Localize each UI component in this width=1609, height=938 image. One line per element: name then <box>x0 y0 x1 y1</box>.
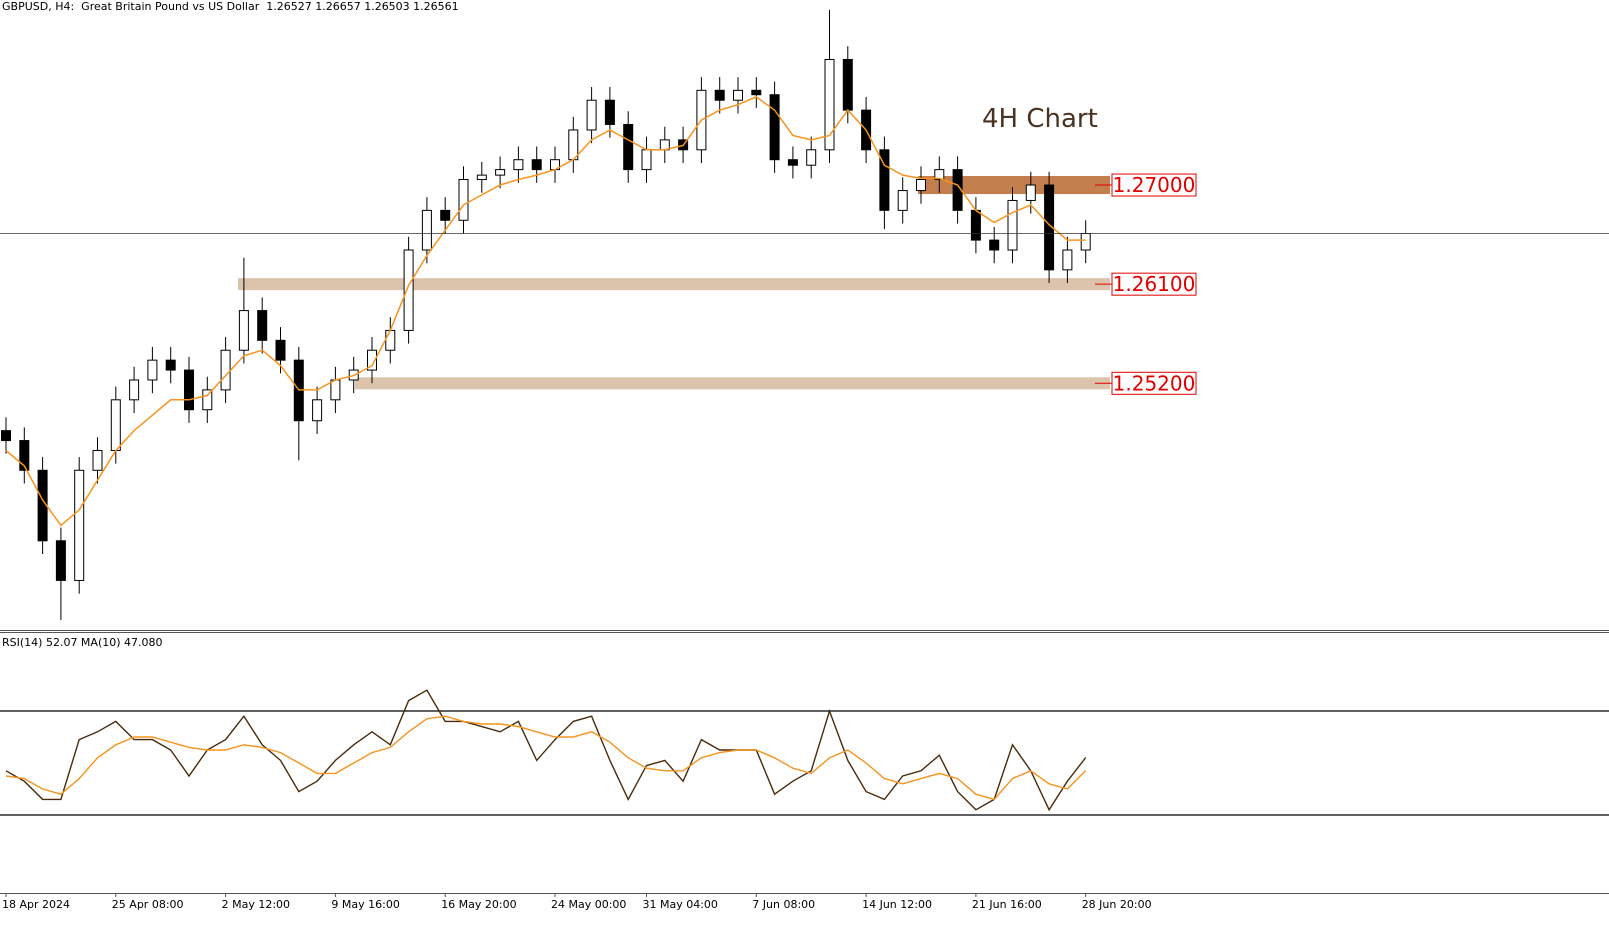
candle-body <box>824 58 835 151</box>
candle-body <box>1080 232 1091 251</box>
x-tick-label: 2 May 12:00 <box>222 898 290 911</box>
candle-body <box>55 540 66 581</box>
candle-body <box>385 329 396 351</box>
x-tick-label: 24 May 00:00 <box>551 898 626 911</box>
rsi-line <box>5 689 1087 812</box>
candle-body <box>74 469 85 581</box>
candle-body <box>110 399 121 451</box>
candle-body <box>733 89 743 101</box>
candle-body <box>769 94 780 161</box>
candle-body <box>330 379 341 401</box>
candle-body <box>842 58 853 111</box>
candle-body <box>312 399 323 422</box>
x-tick-label: 25 Apr 08:00 <box>112 898 184 911</box>
candle-body <box>165 359 176 371</box>
candle-body <box>1062 249 1073 271</box>
candle-body <box>367 349 377 371</box>
x-tick-label: 21 Jun 16:00 <box>972 898 1042 911</box>
candle-body <box>147 359 158 381</box>
candle-body <box>202 389 213 411</box>
candle-body <box>970 209 981 241</box>
candle-body <box>806 149 817 166</box>
candle-body <box>92 449 103 471</box>
candle-body <box>458 179 469 221</box>
level-label-box <box>1111 272 1197 296</box>
x-tick-label: 31 May 04:00 <box>643 898 718 911</box>
level-zone <box>238 278 1110 291</box>
candle-body <box>1007 199 1018 251</box>
level-label: 1.27000 <box>1113 173 1196 197</box>
candle-body <box>129 379 140 401</box>
candle-body <box>1025 184 1036 201</box>
candle-body <box>934 169 945 181</box>
candle-body <box>238 310 249 351</box>
level-label: 1.26100 <box>1113 272 1196 296</box>
moving-average <box>5 96 1086 527</box>
indicator-title: RSI(14) 52.07 MA(10) 47.080 <box>2 636 163 649</box>
annotation: 4H Chart <box>982 104 1098 134</box>
x-tick-label: 14 Jun 12:00 <box>862 898 932 911</box>
candle-body <box>879 149 890 211</box>
level-label: 1.25200 <box>1113 371 1196 395</box>
candle-body <box>787 159 798 166</box>
candle-body <box>275 339 286 361</box>
x-tick-label: 18 Apr 2024 <box>2 898 70 911</box>
candle-body <box>513 159 524 171</box>
candle-body <box>1 430 11 442</box>
candle-body <box>989 239 1000 251</box>
candle-body <box>403 249 414 331</box>
candle-body <box>476 174 487 181</box>
x-tick-label: 9 May 16:00 <box>331 898 399 911</box>
candle-body <box>586 99 597 131</box>
level-label-box <box>1111 173 1197 197</box>
x-tick-label: 28 Jun 20:00 <box>1082 898 1152 911</box>
candle-body <box>604 99 615 125</box>
candle-body <box>897 190 908 211</box>
candle-body <box>531 159 542 171</box>
candle-body <box>641 149 652 171</box>
candle-body <box>184 369 194 411</box>
candle-body <box>623 123 634 171</box>
candle-body <box>421 209 432 251</box>
x-tick-label: 16 May 20:00 <box>441 898 516 911</box>
candle-body <box>257 310 268 341</box>
candle-body <box>916 179 926 192</box>
rsi-ma-line <box>5 715 1087 801</box>
candle-body <box>1044 184 1055 271</box>
chart-title: GBPUSD, H4: Great Britain Pound vs US Do… <box>2 0 459 13</box>
candle-body <box>19 440 30 471</box>
level-zone <box>918 176 1110 195</box>
candle-body <box>495 169 506 176</box>
candle-body <box>220 349 231 391</box>
candle-body <box>714 89 725 101</box>
level-zone <box>355 377 1110 390</box>
x-tick-label: 7 Jun 08:00 <box>752 898 815 911</box>
level-label-box <box>1111 371 1197 395</box>
candle-body <box>751 89 762 96</box>
candle-body <box>440 209 451 221</box>
